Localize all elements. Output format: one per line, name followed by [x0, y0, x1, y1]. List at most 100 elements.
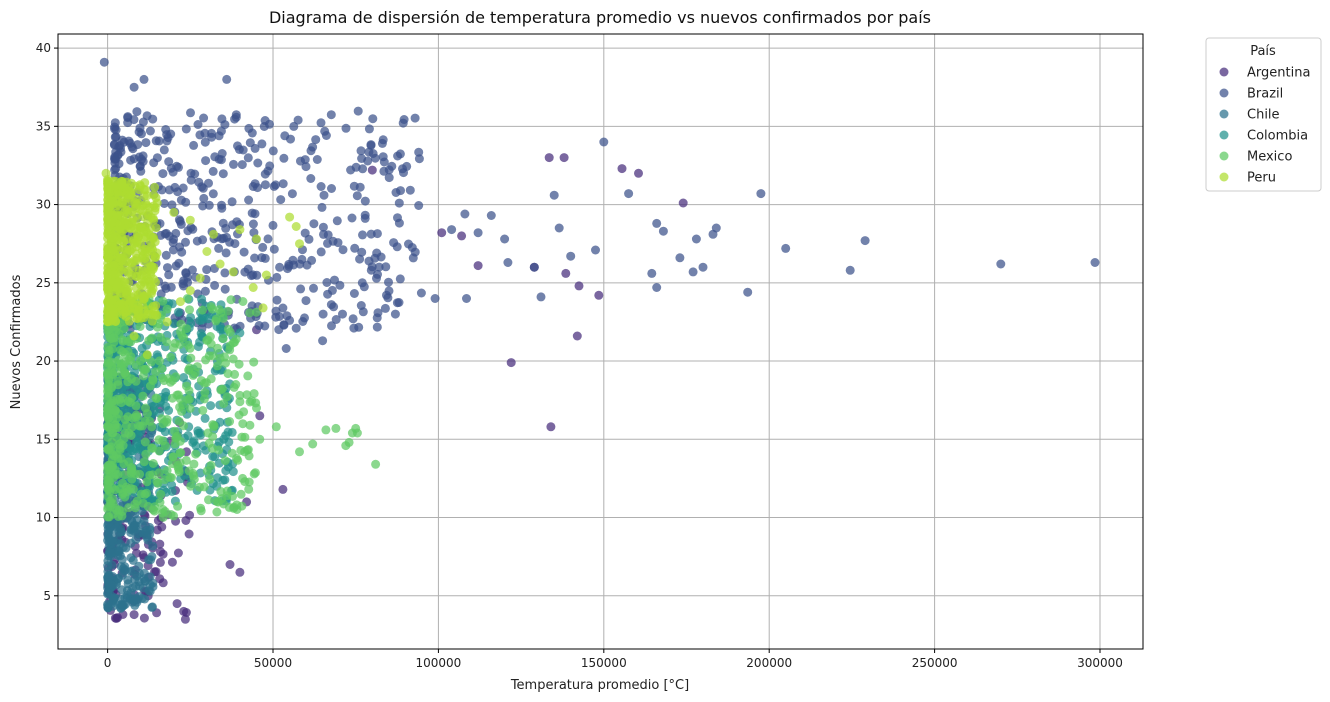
data-point: [572, 331, 582, 341]
data-point: [311, 135, 321, 145]
data-point: [167, 557, 177, 567]
data-point: [103, 588, 113, 598]
data-point: [349, 323, 359, 333]
data-point: [392, 298, 402, 308]
data-point: [175, 297, 185, 307]
data-point: [107, 455, 117, 465]
data-point: [103, 253, 113, 262]
data-point: [132, 211, 142, 220]
data-point: [173, 548, 183, 558]
data-point: [781, 243, 791, 253]
data-point: [711, 223, 721, 233]
data-point: [197, 294, 207, 304]
data-point: [248, 219, 258, 229]
data-point: [195, 482, 204, 492]
y-tick-label: 25: [36, 276, 51, 290]
data-point: [121, 421, 131, 430]
data-point: [216, 487, 226, 496]
data-point: [133, 300, 143, 310]
data-point: [106, 357, 116, 367]
data-point: [159, 199, 169, 208]
data-point: [405, 185, 415, 195]
data-point: [105, 399, 115, 409]
data-point: [109, 260, 119, 270]
data-point: [202, 265, 212, 275]
data-point: [113, 469, 123, 479]
data-point: [274, 312, 284, 321]
data-point: [380, 303, 390, 313]
data-point: [242, 390, 252, 400]
data-point: [416, 288, 426, 298]
data-point: [691, 234, 701, 244]
data-point: [357, 247, 367, 257]
data-point: [326, 300, 336, 310]
data-point: [139, 613, 149, 623]
data-point: [182, 294, 192, 303]
data-point: [208, 189, 218, 199]
data-point: [177, 247, 187, 257]
data-point: [188, 468, 198, 478]
data-point: [114, 440, 124, 450]
data-point: [249, 389, 259, 399]
y-axis-label: Nuevos Confirmados: [9, 274, 24, 409]
data-point: [395, 274, 405, 284]
legend-marker-chile: [1219, 109, 1229, 119]
data-point: [123, 269, 133, 278]
data-point: [291, 323, 301, 333]
data-point: [574, 281, 584, 291]
data-point: [473, 261, 483, 271]
data-point: [214, 305, 224, 315]
data-point: [189, 459, 199, 469]
data-point: [145, 586, 155, 596]
data-point: [138, 498, 148, 508]
data-point: [243, 153, 253, 163]
data-point: [132, 229, 142, 239]
data-point: [103, 317, 113, 327]
data-point: [161, 401, 171, 411]
data-point: [154, 435, 164, 445]
data-point: [175, 436, 185, 446]
data-point: [113, 280, 123, 289]
data-point: [151, 567, 161, 577]
data-point: [153, 478, 163, 488]
data-point: [559, 153, 569, 163]
data-point: [172, 390, 182, 400]
data-point: [208, 452, 218, 461]
data-point: [206, 374, 216, 384]
data-point: [199, 394, 209, 404]
data-point: [287, 189, 297, 199]
data-point: [129, 115, 139, 125]
data-point: [199, 113, 209, 123]
data-point: [164, 270, 174, 280]
data-point: [185, 510, 195, 520]
data-point: [174, 467, 184, 477]
data-point: [135, 469, 145, 479]
data-point: [169, 207, 179, 217]
data-point: [624, 189, 634, 199]
data-point: [161, 250, 171, 260]
legend-title: País: [1250, 44, 1276, 59]
data-point: [161, 387, 171, 397]
data-point: [131, 438, 141, 448]
data-point: [129, 82, 139, 92]
data-point: [150, 310, 160, 320]
data-point: [338, 309, 347, 319]
data-point: [135, 421, 145, 431]
data-point: [221, 248, 231, 258]
data-point: [221, 223, 231, 233]
x-axis-label: Temperatura promedio [°C]: [510, 678, 689, 693]
data-point: [414, 154, 424, 164]
data-point: [106, 498, 116, 508]
data-point: [146, 357, 156, 367]
data-point: [167, 480, 177, 490]
data-point: [158, 508, 168, 518]
data-point: [360, 210, 370, 220]
data-point: [333, 238, 343, 248]
data-point: [133, 383, 143, 393]
data-point: [129, 610, 139, 620]
data-point: [117, 370, 127, 380]
data-point: [394, 198, 404, 208]
data-point: [162, 304, 172, 314]
data-point: [594, 290, 604, 300]
data-point: [244, 123, 254, 133]
